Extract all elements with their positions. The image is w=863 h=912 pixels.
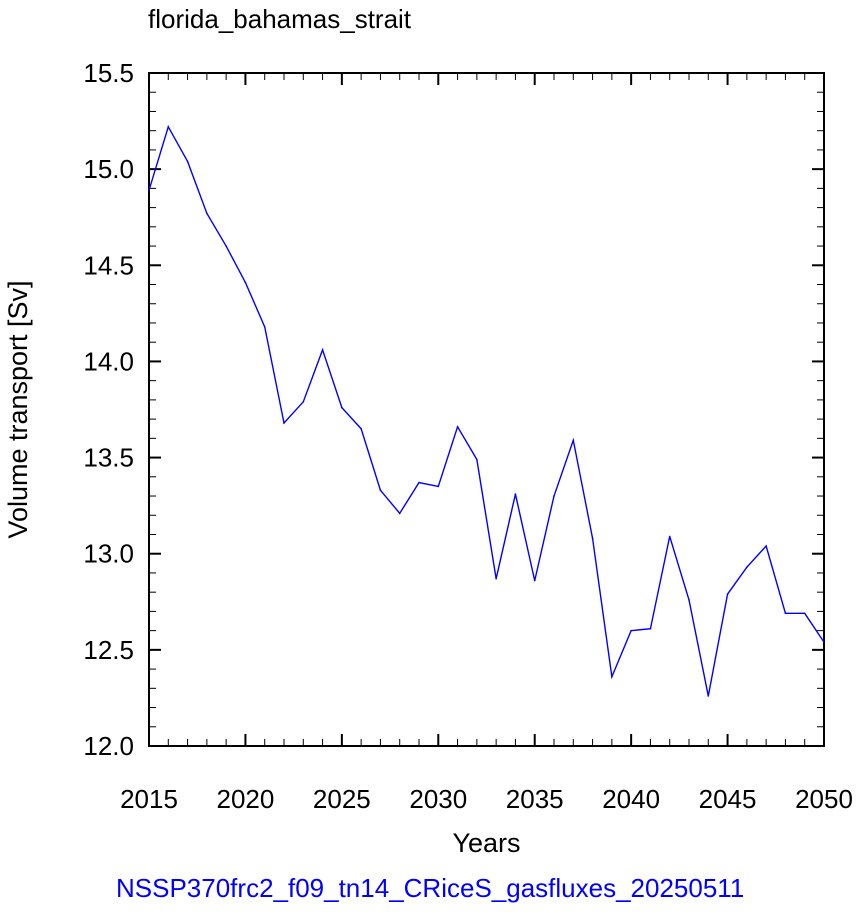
x-tick-label: 2030 [409,784,467,814]
data-point [784,612,787,615]
x-tick-label: 2050 [795,784,853,814]
x-tick-label: 2035 [506,784,564,814]
data-point [206,212,208,215]
plot-frame [148,72,825,747]
data-point [533,579,536,582]
data-point [476,458,478,461]
data-point [823,641,825,643]
x-tick-label: 2045 [699,784,757,814]
x-tick-labels: 2015 2020 2025 2030 2035 2040 2045 2050 [120,784,853,814]
data-point [649,627,652,630]
data-point [418,481,420,484]
y-tick-labels: 12.0 12.5 13.0 13.5 14.0 14.5 15.0 15.5 [83,58,134,761]
x-tick-label: 2020 [217,784,275,814]
data-point [167,126,170,128]
data-point [456,426,459,428]
data-point [553,495,555,497]
chart-title: florida_bahamas_strait [148,4,412,34]
data-point [186,160,189,163]
footer-run-id: NSSP370frc2_f09_tn14_CRiceS_gasfluxes_20… [116,873,744,903]
data-point [495,577,497,580]
y-tick-label: 15.5 [83,58,134,88]
data-point [611,675,613,678]
x-axis-label: Years [452,828,520,858]
data-point [514,493,517,495]
y-tick-label: 15.0 [83,154,134,184]
data-point [244,281,247,284]
data-point [263,326,266,328]
data-point [341,406,343,409]
data-point [398,512,401,515]
series-points [148,126,825,697]
data-point [688,599,690,601]
y-axis-label: Volume transport [Sv] [3,280,33,538]
y-tick-label: 12.0 [83,731,134,761]
data-point [591,537,594,540]
data-point [707,695,710,697]
data-point [746,566,748,568]
data-point [765,545,767,547]
data-point [379,489,382,492]
data-point [668,535,671,538]
y-tick-label: 13.0 [83,539,134,569]
data-point [148,189,150,192]
x-tick-label: 2015 [120,784,178,814]
series-line [148,125,825,697]
data-point [437,485,440,488]
y-tick-label: 12.5 [83,635,134,665]
axis-ticks [148,72,825,747]
y-tick-label: 14.0 [83,346,134,376]
x-tick-label: 2025 [313,784,371,814]
data-point [283,422,285,424]
data-point [302,401,305,403]
data-point [225,245,227,247]
data-point [572,439,575,442]
y-tick-label: 13.5 [83,443,134,473]
data-point [321,349,324,351]
data-point [630,629,632,632]
data-point [726,593,729,595]
y-tick-label: 14.5 [83,250,134,280]
x-tick-label: 2040 [602,784,660,814]
data-point [803,612,806,615]
data-point [360,427,362,430]
